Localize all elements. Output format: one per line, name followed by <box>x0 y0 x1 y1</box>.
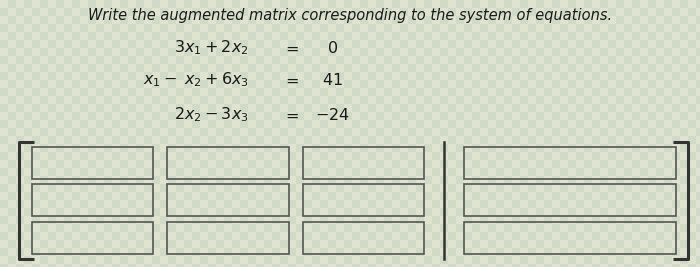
Text: $0$: $0$ <box>327 40 338 56</box>
Text: $=$: $=$ <box>282 73 299 88</box>
Text: $-24$: $-24$ <box>315 107 350 123</box>
Bar <box>32 222 153 254</box>
Text: $3x_1 + 2x_2$: $3x_1 + 2x_2$ <box>174 39 248 57</box>
Text: $=$: $=$ <box>282 41 299 56</box>
Bar <box>167 184 288 216</box>
Bar <box>32 147 153 179</box>
Bar <box>465 222 676 254</box>
Text: $x_1 -\; x_2 + 6x_3$: $x_1 -\; x_2 + 6x_3$ <box>143 71 248 89</box>
Bar <box>32 184 153 216</box>
Bar <box>465 147 676 179</box>
Bar <box>302 222 424 254</box>
Bar <box>302 184 424 216</box>
Text: $2x_2 - 3x_3$: $2x_2 - 3x_3$ <box>174 105 248 124</box>
Text: Write the augmented matrix corresponding to the system of equations.: Write the augmented matrix corresponding… <box>88 8 612 23</box>
Text: $=$: $=$ <box>282 107 299 122</box>
Bar <box>465 184 676 216</box>
Bar <box>302 147 424 179</box>
Text: $41$: $41$ <box>322 72 343 88</box>
Bar <box>167 147 288 179</box>
Bar <box>167 222 288 254</box>
